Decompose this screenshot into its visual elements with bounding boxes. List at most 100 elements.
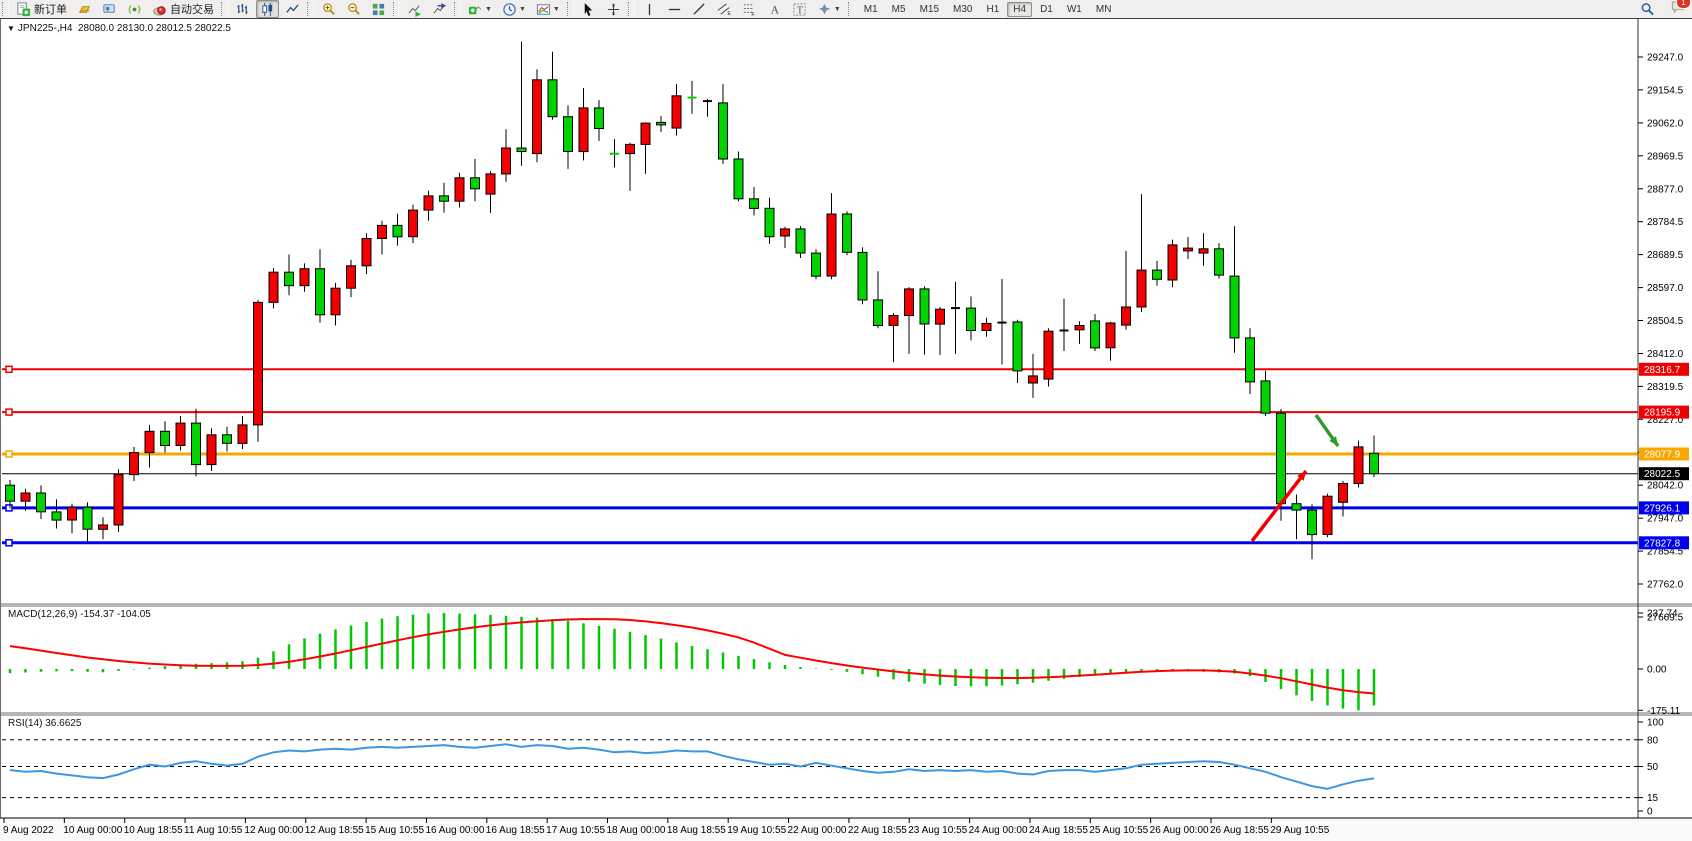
annotation-arrows[interactable]	[1250, 413, 1340, 543]
price-tag-box	[1639, 447, 1689, 461]
chart-window[interactable]: 29247.0 29154.5 29062.0 28969.5 28877.0 28784…	[0, 18, 1692, 841]
toolbar-drag-handle[interactable]	[2, 2, 9, 16]
rsi-scale-tick: 50	[1647, 762, 1659, 773]
candlestick-chart-icon	[260, 2, 275, 17]
auto-scroll-button[interactable]	[403, 0, 426, 18]
time-tick: 25 Aug 10:55	[1089, 825, 1148, 836]
chart-info-line: ▼ JPN225-,H4 28080.0 28130.0 28012.5 2802…	[7, 23, 231, 34]
channel-button[interactable]: E	[713, 0, 736, 18]
gold-bar-icon	[77, 2, 92, 17]
time-axis[interactable]: 9 Aug 2022 10 Aug 00:00 10 Aug 18:55 11 Aug…	[3, 818, 1330, 836]
timeframe-button-h1[interactable]: H1	[986, 3, 1000, 15]
price-tag-box	[1639, 501, 1689, 515]
main-toolbar: 新订单 自动交易 ▼ ▼	[0, 0, 1692, 19]
timeframe-button-m15[interactable]: M15	[919, 3, 940, 15]
arrows-button[interactable]: ▼	[813, 0, 845, 18]
candlestick-chart-button[interactable]	[256, 0, 279, 18]
vertical-line-button[interactable]	[638, 0, 661, 18]
signal-button[interactable]	[123, 0, 146, 18]
hline-handle[interactable]	[5, 365, 13, 374]
price-tick: 29154.5	[1647, 85, 1684, 96]
auto-trading-icon	[152, 2, 167, 17]
toolbar-drag-handle[interactable]	[566, 2, 574, 16]
text-label-button[interactable]: T	[788, 0, 811, 18]
hline-handle[interactable]	[5, 408, 13, 416]
toolbar-drag-handle[interactable]	[627, 2, 635, 16]
search-button[interactable]	[1636, 0, 1659, 18]
zoom-out-button[interactable]	[342, 0, 365, 18]
collapse-triangle-icon[interactable]: ▼	[7, 24, 15, 33]
candlestick-series	[5, 41, 1379, 560]
tile-windows-icon	[371, 2, 386, 17]
timeframe-button-m30[interactable]: M30	[953, 3, 973, 15]
toolbar-drag-handle[interactable]	[454, 2, 461, 16]
fibonacci-icon: F	[742, 2, 757, 17]
time-tick: 29 Aug 10:55	[1270, 825, 1329, 836]
toolbar-drag-handle[interactable]	[221, 2, 228, 16]
timeframe-button-m5[interactable]: M5	[891, 3, 906, 15]
tile-windows-button[interactable]	[367, 0, 390, 18]
chat-button[interactable]: 1	[1670, 0, 1691, 19]
chevron-down-icon: ▼	[518, 5, 526, 13]
timeframe-button-mn[interactable]: MN	[1095, 3, 1112, 15]
toolbar-drag-handle[interactable]	[307, 2, 314, 16]
periods-button[interactable]: ▼	[498, 0, 530, 18]
price-axis[interactable]: 29247.0 29154.5 29062.0 28969.5 28877.0 28784…	[1638, 53, 1689, 818]
gold-button[interactable]	[73, 0, 96, 18]
price-tick: 28504.5	[1647, 316, 1684, 327]
trendline-icon	[692, 2, 707, 17]
chevron-down-icon: ▼	[485, 5, 492, 13]
timeframe-button-m1[interactable]: M1	[863, 3, 878, 15]
macd-pane	[8, 613, 1376, 711]
crosshair-button[interactable]	[602, 0, 625, 18]
fibonacci-button[interactable]: F	[738, 0, 761, 18]
hline-handle[interactable]	[5, 539, 13, 547]
bar-chart-button[interactable]	[231, 0, 254, 18]
svg-text:E: E	[727, 11, 731, 17]
svg-text:A: A	[771, 4, 780, 16]
objects-group: ▼ ▼ ▼	[463, 0, 565, 18]
market-watch-button[interactable]	[98, 0, 121, 18]
zoom-in-icon	[321, 2, 336, 17]
cursor-button[interactable]	[577, 0, 600, 18]
horizontal-line-icon	[667, 2, 682, 17]
new-order-icon	[16, 1, 31, 17]
new-order-button[interactable]: 新订单	[12, 0, 71, 18]
chart-type-group	[230, 0, 305, 18]
time-tick: 15 Aug 10:55	[365, 825, 424, 836]
price-tick: 28784.5	[1647, 217, 1684, 228]
toolbar-right-group: 1	[1635, 0, 1691, 19]
time-tick: 26 Aug 18:55	[1210, 825, 1269, 836]
price-tick: 28877.0	[1647, 184, 1684, 195]
timeframe-button-w1[interactable]: W1	[1066, 3, 1082, 15]
indicators-button[interactable]: ▼	[464, 0, 496, 18]
hline-handle[interactable]	[5, 504, 13, 512]
macd-signal-line	[9, 618, 1375, 695]
horizontal-lines[interactable]	[2, 365, 1638, 547]
chart-canvas[interactable]: 29247.0 29154.5 29062.0 28969.5 28877.0 28784…	[0, 19, 1692, 841]
line-chart-button[interactable]	[281, 0, 304, 18]
red-up-arrow[interactable]	[1250, 469, 1308, 543]
timeframe-button-h4[interactable]: H4	[1007, 1, 1033, 17]
toolbar-drag-handle[interactable]	[847, 2, 855, 16]
red-up-arrow-head	[1297, 471, 1306, 481]
toolbar-drag-handle[interactable]	[393, 2, 400, 16]
price-tick: 28969.5	[1647, 151, 1684, 162]
trendline-button[interactable]	[688, 0, 711, 18]
horizontal-line-button[interactable]	[663, 0, 686, 18]
price-tag-box	[1639, 467, 1689, 481]
zoom-in-button[interactable]	[317, 0, 340, 18]
templates-button[interactable]: ▼	[532, 0, 564, 18]
signal-icon	[127, 2, 142, 17]
timeframe-group: M1 M5 M15 M30 H1 H4 D1 W1 MN	[857, 0, 1119, 18]
time-tick: 16 Aug 18:55	[486, 825, 545, 836]
text-button[interactable]: A	[763, 0, 786, 18]
bar-chart-icon	[235, 2, 250, 17]
time-tick: 10 Aug 00:00	[63, 825, 122, 836]
hline-handle[interactable]	[5, 450, 13, 458]
auto-trading-button[interactable]: 自动交易	[148, 0, 218, 18]
timeframe-button-d1[interactable]: D1	[1040, 3, 1053, 15]
chart-shift-button[interactable]	[428, 0, 451, 18]
price-tick: 28042.0	[1647, 481, 1684, 492]
